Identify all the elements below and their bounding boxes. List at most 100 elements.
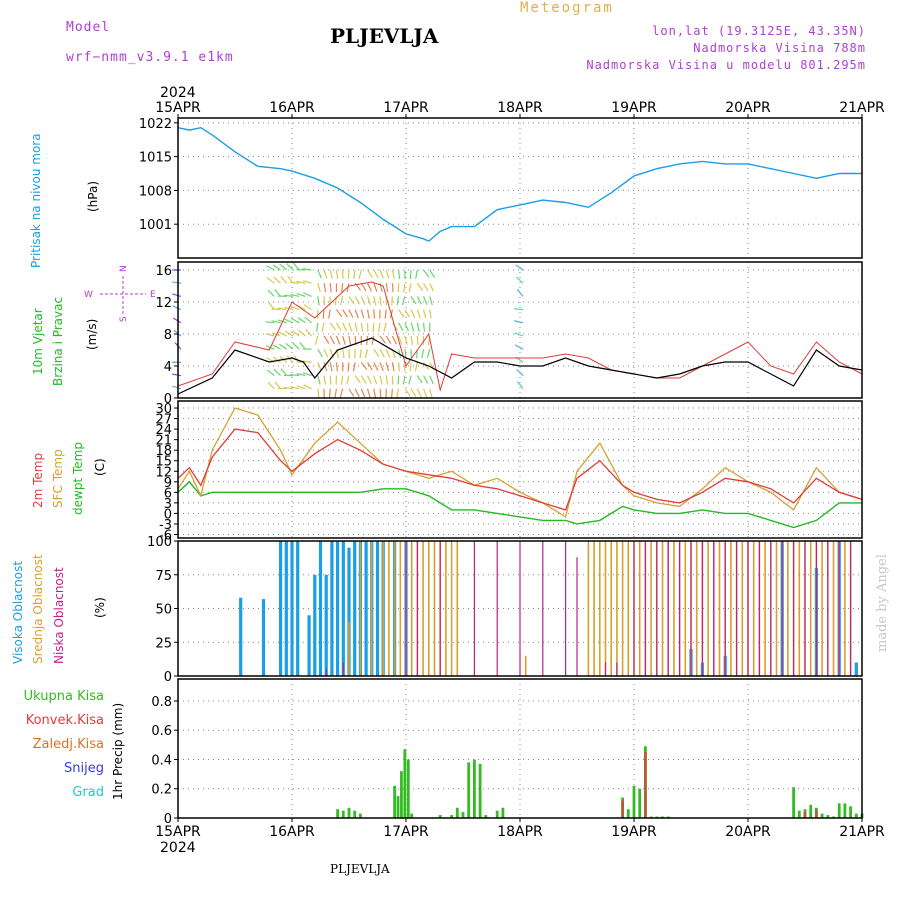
wind-barb (422, 296, 428, 305)
wind-barb (296, 373, 306, 377)
cloud-bar-low (519, 541, 521, 676)
wind-barb (371, 335, 375, 345)
wind-barb (293, 262, 300, 271)
cloud-bar-mid (707, 541, 709, 676)
model-elevation-text: Nadmorska Visina u modelu 801.295m (586, 58, 866, 72)
cloud-bar-mid (741, 541, 744, 676)
wind-barb (317, 375, 321, 385)
wind-barb (516, 289, 524, 297)
precip-ytick-label: 0.4 (151, 753, 172, 768)
temp-ytick-label: 27 (155, 413, 172, 428)
wind-barb (391, 283, 394, 293)
wind-ytick-label: 16 (155, 264, 172, 279)
wind-barb (283, 386, 294, 390)
cloud-bar-mid (787, 541, 789, 676)
temp-ytick-label: -6 (159, 528, 172, 543)
wind-barb (265, 321, 275, 324)
cloud-bar-mid (638, 541, 641, 676)
wind-barb (335, 322, 342, 331)
wind-barb (409, 362, 412, 372)
watermark: made by Angel (875, 554, 890, 652)
temp-ytick-label: 3 (164, 497, 172, 512)
cloud-bar-high (341, 541, 345, 676)
wind-barb (360, 309, 365, 319)
wind-barb (397, 375, 400, 385)
temp-ytick-label: 30 (155, 402, 172, 417)
wind-barb (367, 269, 374, 278)
cloud-bar-high (239, 597, 243, 676)
wind-barb (429, 296, 433, 306)
cloud-bar-low (770, 541, 772, 676)
cloud-bar-high (336, 541, 340, 676)
wind-barb (379, 388, 382, 398)
time-label-top: 20APR (725, 100, 771, 116)
wind-barb (373, 269, 379, 279)
time-label-top: 17APR (383, 100, 429, 116)
wind-barb (398, 335, 403, 345)
cloud-bar-low (838, 541, 840, 676)
wind-barb (347, 269, 350, 280)
wind-barb (323, 362, 328, 372)
wind-barb (410, 335, 414, 345)
wind-barb (383, 322, 387, 332)
cloud-bar-low (667, 541, 669, 676)
precip-bar (353, 810, 357, 818)
cloud-bar-high (284, 541, 288, 676)
wind-barb (398, 269, 401, 280)
wind-ytick-label: 8 (164, 328, 172, 343)
wind-barb (360, 296, 366, 305)
temp-ytick-label: 21 (155, 434, 172, 449)
wind-barb (416, 309, 421, 319)
wind-barb (385, 269, 390, 279)
wind-barb (335, 309, 343, 318)
wind-barb (286, 355, 294, 363)
time-label-top: 19APR (611, 100, 657, 116)
wind-barb (410, 296, 417, 305)
wind-barb (373, 309, 376, 319)
precip-bar (792, 787, 795, 818)
cloud-bar-high (290, 541, 294, 676)
wind-barb (291, 330, 300, 337)
wind-barb (367, 282, 373, 292)
wind-barb (274, 381, 281, 390)
wind-barb (303, 384, 312, 390)
precip-bar (626, 809, 630, 818)
wind-barb (352, 362, 356, 372)
cloud-bar-low (793, 541, 795, 676)
wind-barb (385, 283, 389, 293)
wind-barb (421, 349, 425, 359)
wind-barb (414, 362, 418, 372)
temp2m-line (177, 428, 863, 511)
wind-barb (284, 318, 294, 324)
wind-barb (366, 388, 371, 398)
wind-barb (267, 381, 275, 390)
cloud-bar-mid (445, 541, 447, 676)
cloud-unit: (%) (93, 597, 107, 618)
chart-title: Meteogram (520, 0, 614, 16)
precip-bar (621, 800, 624, 818)
time-label-top: 21APR (839, 100, 885, 116)
precip-legend-hail: Grad (72, 785, 104, 800)
model-label: Model (66, 20, 111, 35)
cloud-label-a: Visoka Oblacnost (11, 561, 25, 664)
cloud-bar-mid (348, 622, 350, 676)
wind-barb (297, 317, 306, 324)
wind-barb (316, 322, 319, 332)
wind-barb (354, 388, 360, 398)
wind-barb (173, 317, 182, 324)
wind-barb (402, 375, 406, 385)
wind-barb (172, 281, 182, 284)
wind-barb (323, 335, 330, 344)
precip-bar (396, 796, 400, 818)
cloud-bar-mid (433, 541, 436, 676)
cloud-bar-mid (764, 541, 766, 676)
wind-barb (280, 368, 288, 376)
cloud-bar-mid (428, 541, 430, 676)
cloud-panel-border (177, 540, 863, 677)
wind-barb (267, 289, 275, 297)
wind-barb (360, 388, 366, 398)
wind-barb (335, 269, 339, 279)
cloud-bar-mid (821, 541, 823, 676)
cloud-bar-mid (371, 541, 373, 676)
